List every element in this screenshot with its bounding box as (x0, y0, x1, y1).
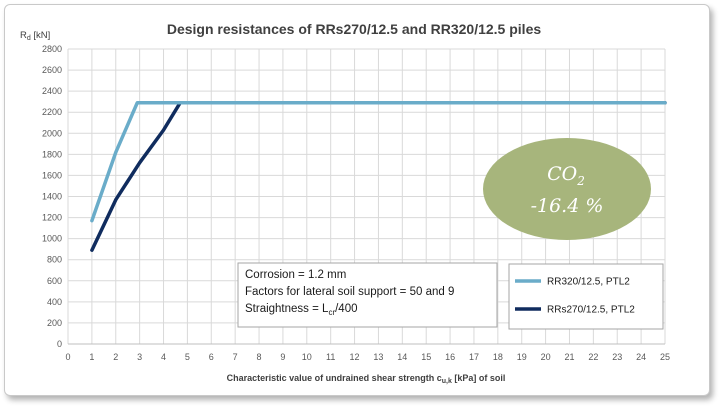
x-tick-label: 16 (445, 352, 455, 362)
series-line (90, 100, 667, 223)
chart-title: Design resistances of RRs270/12.5 and RR… (167, 21, 542, 37)
y-tick-label: 2800 (42, 44, 62, 54)
x-tick-label: 6 (209, 352, 214, 362)
annotation-box-border (237, 262, 498, 328)
y-tick-label: 400 (47, 297, 62, 307)
co2-badge-ellipse (483, 138, 651, 240)
y-tick-label: 1400 (42, 192, 62, 202)
co2-badge-line2: -16.4 % (531, 195, 604, 217)
y-tick-label: 2200 (42, 107, 62, 117)
y-axis-label-unit: [kN] (31, 30, 51, 41)
co2-badge-line1: CO2 (547, 163, 585, 188)
annotation-text: Corrosion = 1.2 mm (245, 269, 346, 281)
y-tick-label: 2000 (42, 128, 62, 138)
legend-box (508, 263, 664, 330)
legend: RR320/12.5, PTL2 RRs270/12.5, PTL2 (508, 263, 664, 330)
x-tick-label: 13 (373, 352, 383, 362)
x-tick-label: 7 (233, 352, 238, 362)
x-tick-label: 24 (636, 352, 646, 362)
x-tick-label: 22 (588, 352, 598, 362)
x-tick-label: 4 (161, 352, 166, 362)
y-tick-label: 200 (47, 318, 62, 328)
annotation-line: Factors for lateral soil support = 50 an… (245, 286, 454, 298)
x-tick-label: 5 (185, 352, 190, 362)
co2-badge-sub: 2 (576, 174, 585, 188)
x-tick-label: 8 (257, 352, 262, 362)
x-tick-label: 9 (280, 352, 285, 362)
x-axis-label: Characteristic value of undrained shear … (227, 373, 506, 385)
legend-label: RR320/12.5, PTL2 (547, 277, 630, 288)
y-axis-label-sub: d (27, 35, 31, 42)
x-tick-label: 12 (350, 352, 360, 362)
x-tick-label: 2 (113, 352, 118, 362)
y-tick-label: 800 (47, 255, 62, 265)
annotation-text: Factors for lateral soil support = 50 an… (245, 286, 454, 298)
legend-items: RR320/12.5, PTL2 RRs270/12.5, PTL2 (515, 277, 635, 316)
annotation-line: Corrosion = 1.2 mm (245, 269, 346, 281)
x-tick-label: 0 (65, 352, 70, 362)
annotation-subscript: cr (328, 308, 335, 317)
legend-label: RRs270/12.5, PTL2 (547, 305, 635, 316)
co2-badge-co: CO (547, 163, 578, 185)
x-tick-labels: 0 1 2 3 4 5 6 7 8 9 10 11 12 13 14 15 16 17 18 19 20 21 22 23 24… (65, 352, 670, 362)
y-tick-label: 1000 (42, 234, 62, 244)
y-axis-label-main: R (20, 30, 27, 41)
y-tick-label: 1600 (42, 170, 62, 180)
annotation-lines: Corrosion = 1.2 mm Factors for lateral so… (245, 269, 454, 317)
co2-badge: CO2 -16.4 % (483, 138, 651, 240)
x-tick-label: 19 (517, 352, 527, 362)
x-axis-label-main: Characteristic value of undrained shear … (227, 373, 442, 383)
x-tick-label: 17 (469, 352, 479, 362)
x-axis-label-unit: [kPa] of soil (452, 373, 506, 383)
x-tick-label: 10 (302, 352, 312, 362)
series-lines (90, 100, 667, 252)
annotation-text: Straightness = L (245, 303, 329, 315)
x-tick-label: 21 (564, 352, 574, 362)
x-axis-label-sub: u,k (442, 378, 452, 385)
x-tick-label: 23 (612, 352, 622, 362)
y-tick-label: 2400 (42, 86, 62, 96)
y-tick-label: 1200 (42, 213, 62, 223)
x-tick-label: 25 (660, 352, 670, 362)
y-axis-label: Rd [kN] (20, 30, 50, 42)
y-tick-label: 1800 (42, 149, 62, 159)
x-tick-label: 18 (493, 352, 503, 362)
annotation-box: Corrosion = 1.2 mm Factors for lateral so… (237, 262, 498, 328)
x-tick-label: 15 (421, 352, 431, 362)
annotation-line: Straightness = Lcr/400 (245, 303, 358, 317)
annotation-tail: /400 (335, 303, 357, 315)
x-tick-label: 20 (541, 352, 551, 362)
y-tick-label: 2600 (42, 65, 62, 75)
x-tick-label: 3 (137, 352, 142, 362)
y-tick-labels: 0 200 400 600 800 1000 1200 1400 1600 1800 2000 220… (42, 44, 62, 349)
x-tick-label: 14 (397, 352, 407, 362)
y-tick-label: 0 (57, 339, 62, 349)
x-tick-label: 1 (89, 352, 94, 362)
x-tick-label: 11 (326, 352, 335, 362)
y-tick-label: 600 (47, 276, 62, 286)
